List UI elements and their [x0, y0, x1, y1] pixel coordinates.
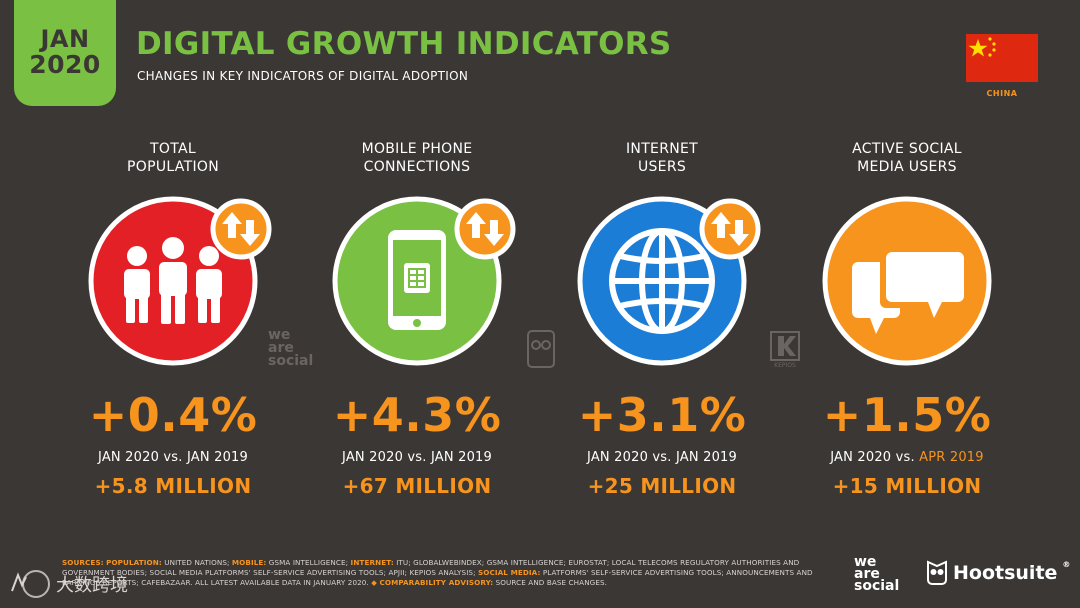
indicator-internet: INTERNET USERS +3.1% JAN 2020 vs. JAN 20…	[542, 140, 782, 498]
change-percent: +3.1%	[577, 388, 747, 442]
indicator-label: ACTIVE SOCIAL MEDIA USERS	[852, 141, 962, 175]
up-down-arrows-icon	[699, 198, 761, 260]
we-are-social-watermark: we are social	[268, 327, 314, 369]
absolute-change: +67 MILLION	[342, 474, 492, 498]
absolute-change: +25 MILLION	[587, 474, 737, 498]
absolute-change: +5.8 MILLION	[94, 474, 252, 498]
date-month: JAN	[40, 25, 90, 54]
date-year: 2020	[29, 50, 101, 80]
indicator-mobile: MOBILE PHONE CONNECTIONS +4.3% JAN 2020 …	[297, 140, 537, 498]
change-percent: +0.4%	[88, 388, 258, 442]
change-percent: +1.5%	[822, 388, 992, 442]
indicator-population: TOTAL POPULATION +0.4%	[53, 140, 293, 498]
absolute-change: +15 MILLION	[832, 474, 982, 498]
page-title: DIGITAL GROWTH INDICATORS	[136, 26, 672, 62]
hootsuite-logo: Hootsuite ®	[926, 560, 1070, 586]
kepios-logo-icon	[770, 331, 800, 361]
watermark-logo-icon	[11, 570, 50, 598]
change-percent: +4.3%	[332, 388, 502, 442]
comparison-period: JAN 2020 vs. APR 2019	[830, 450, 984, 465]
comparison-period: JAN 2020 vs. JAN 2019	[98, 450, 248, 465]
chat-bubbles-icon	[822, 196, 992, 366]
up-down-arrows-icon	[210, 198, 272, 260]
china-flag-icon	[966, 34, 1038, 82]
comparison-period: JAN 2020 vs. JAN 2019	[342, 450, 492, 465]
hootsuite-owl-icon	[927, 560, 947, 585]
comparison-period: JAN 2020 vs. JAN 2019	[587, 450, 737, 465]
we-are-social-logo: we are social	[854, 554, 900, 594]
country-label: CHINA	[986, 89, 1018, 98]
date-badge: JAN 2020	[14, 0, 116, 106]
overlay-watermark: 大数跨境	[8, 569, 128, 599]
sources-footnote: SOURCES: POPULATION: UNITED NATIONS; MOB…	[62, 558, 813, 587]
page-subtitle: CHANGES IN KEY INDICATORS OF DIGITAL ADO…	[137, 69, 469, 83]
owl-watermark-icon	[527, 330, 555, 368]
kepios-wordmark: KEPIOS	[774, 362, 796, 369]
up-down-arrows-icon	[454, 198, 516, 260]
indicator-label: MOBILE PHONE CONNECTIONS	[361, 141, 473, 175]
indicator-label: TOTAL POPULATION	[127, 141, 219, 175]
indicator-social-media: ACTIVE SOCIAL MEDIA USERS +1.5% JAN 2020…	[787, 140, 1027, 498]
indicator-label: INTERNET USERS	[626, 141, 698, 175]
